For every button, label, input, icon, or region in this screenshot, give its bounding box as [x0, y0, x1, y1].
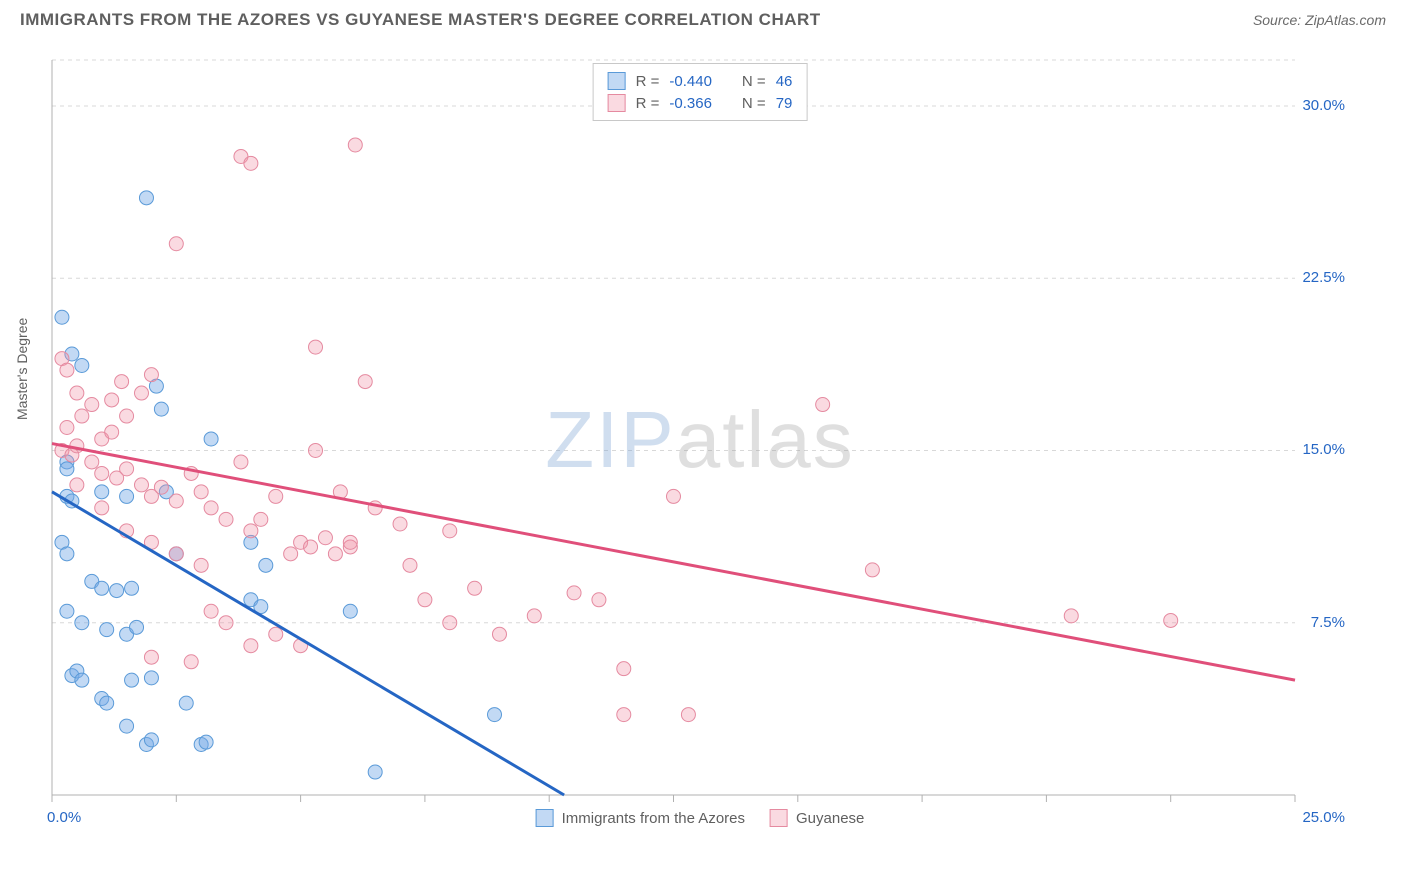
series-legend: Immigrants from the Azores Guyanese — [536, 809, 865, 827]
chart-title: IMMIGRANTS FROM THE AZORES VS GUYANESE M… — [20, 10, 821, 30]
correlation-legend: R = -0.440 N = 46 R = -0.366 N = 79 — [593, 63, 808, 121]
chart-svg — [50, 55, 1350, 825]
source-attribution: Source: ZipAtlas.com — [1253, 12, 1386, 28]
legend-label-azores: Immigrants from the Azores — [562, 810, 745, 827]
x-axis-max-label: 25.0% — [1302, 809, 1345, 826]
scatter-chart: ZIPatlas R = -0.440 N = 46 R = -0.366 N … — [50, 55, 1350, 825]
legend-row-azores: R = -0.440 N = 46 — [608, 70, 793, 92]
y-axis-label: Master's Degree — [14, 318, 30, 420]
y-tick-label: 7.5% — [1311, 614, 1345, 631]
swatch-azores-icon — [536, 809, 554, 827]
swatch-guyanese-icon — [770, 809, 788, 827]
swatch-guyanese — [608, 94, 626, 112]
y-tick-label: 22.5% — [1302, 269, 1345, 286]
x-axis-min-label: 0.0% — [47, 809, 81, 826]
legend-item-guyanese: Guyanese — [770, 809, 864, 827]
legend-item-azores: Immigrants from the Azores — [536, 809, 745, 827]
swatch-azores — [608, 72, 626, 90]
legend-row-guyanese: R = -0.366 N = 79 — [608, 92, 793, 114]
y-tick-label: 30.0% — [1302, 97, 1345, 114]
y-tick-label: 15.0% — [1302, 441, 1345, 458]
legend-label-guyanese: Guyanese — [796, 810, 864, 827]
